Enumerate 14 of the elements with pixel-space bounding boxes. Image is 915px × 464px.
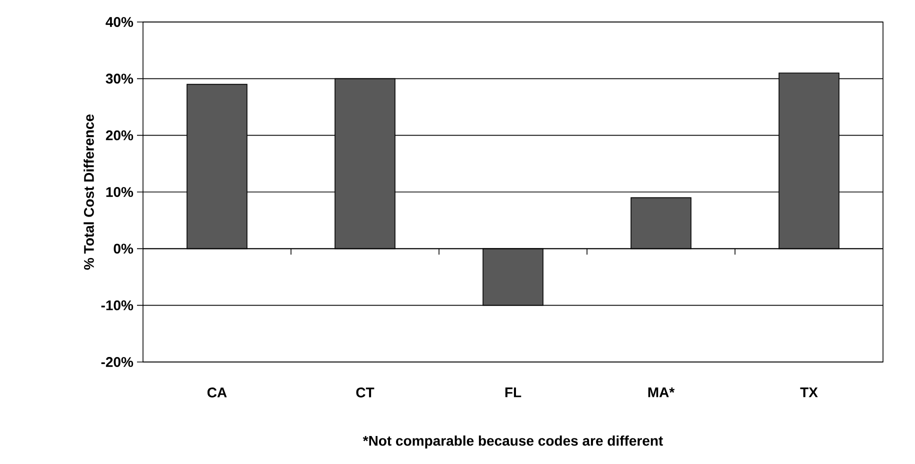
text: *Not comparable because codes are different [362,435,663,449]
y-tick-label: -10% [101,300,134,310]
x-tick-label: TX [800,388,818,398]
x-tick-label: CT [356,388,374,398]
y-axis-title: % Total Cost Difference [84,114,94,270]
y-tick-label: 0% [114,244,134,254]
x-tick-label: FL [505,388,522,398]
y-tick-label: 40% [106,17,134,27]
y-tick-label: 30% [106,74,134,84]
y-tick-label: 10% [106,187,134,197]
y-tick-label: -20% [101,357,134,367]
x-tick-label: CA [207,388,227,398]
x-tick-label: MA* [648,388,675,398]
y-tick-label: 20% [106,130,134,140]
